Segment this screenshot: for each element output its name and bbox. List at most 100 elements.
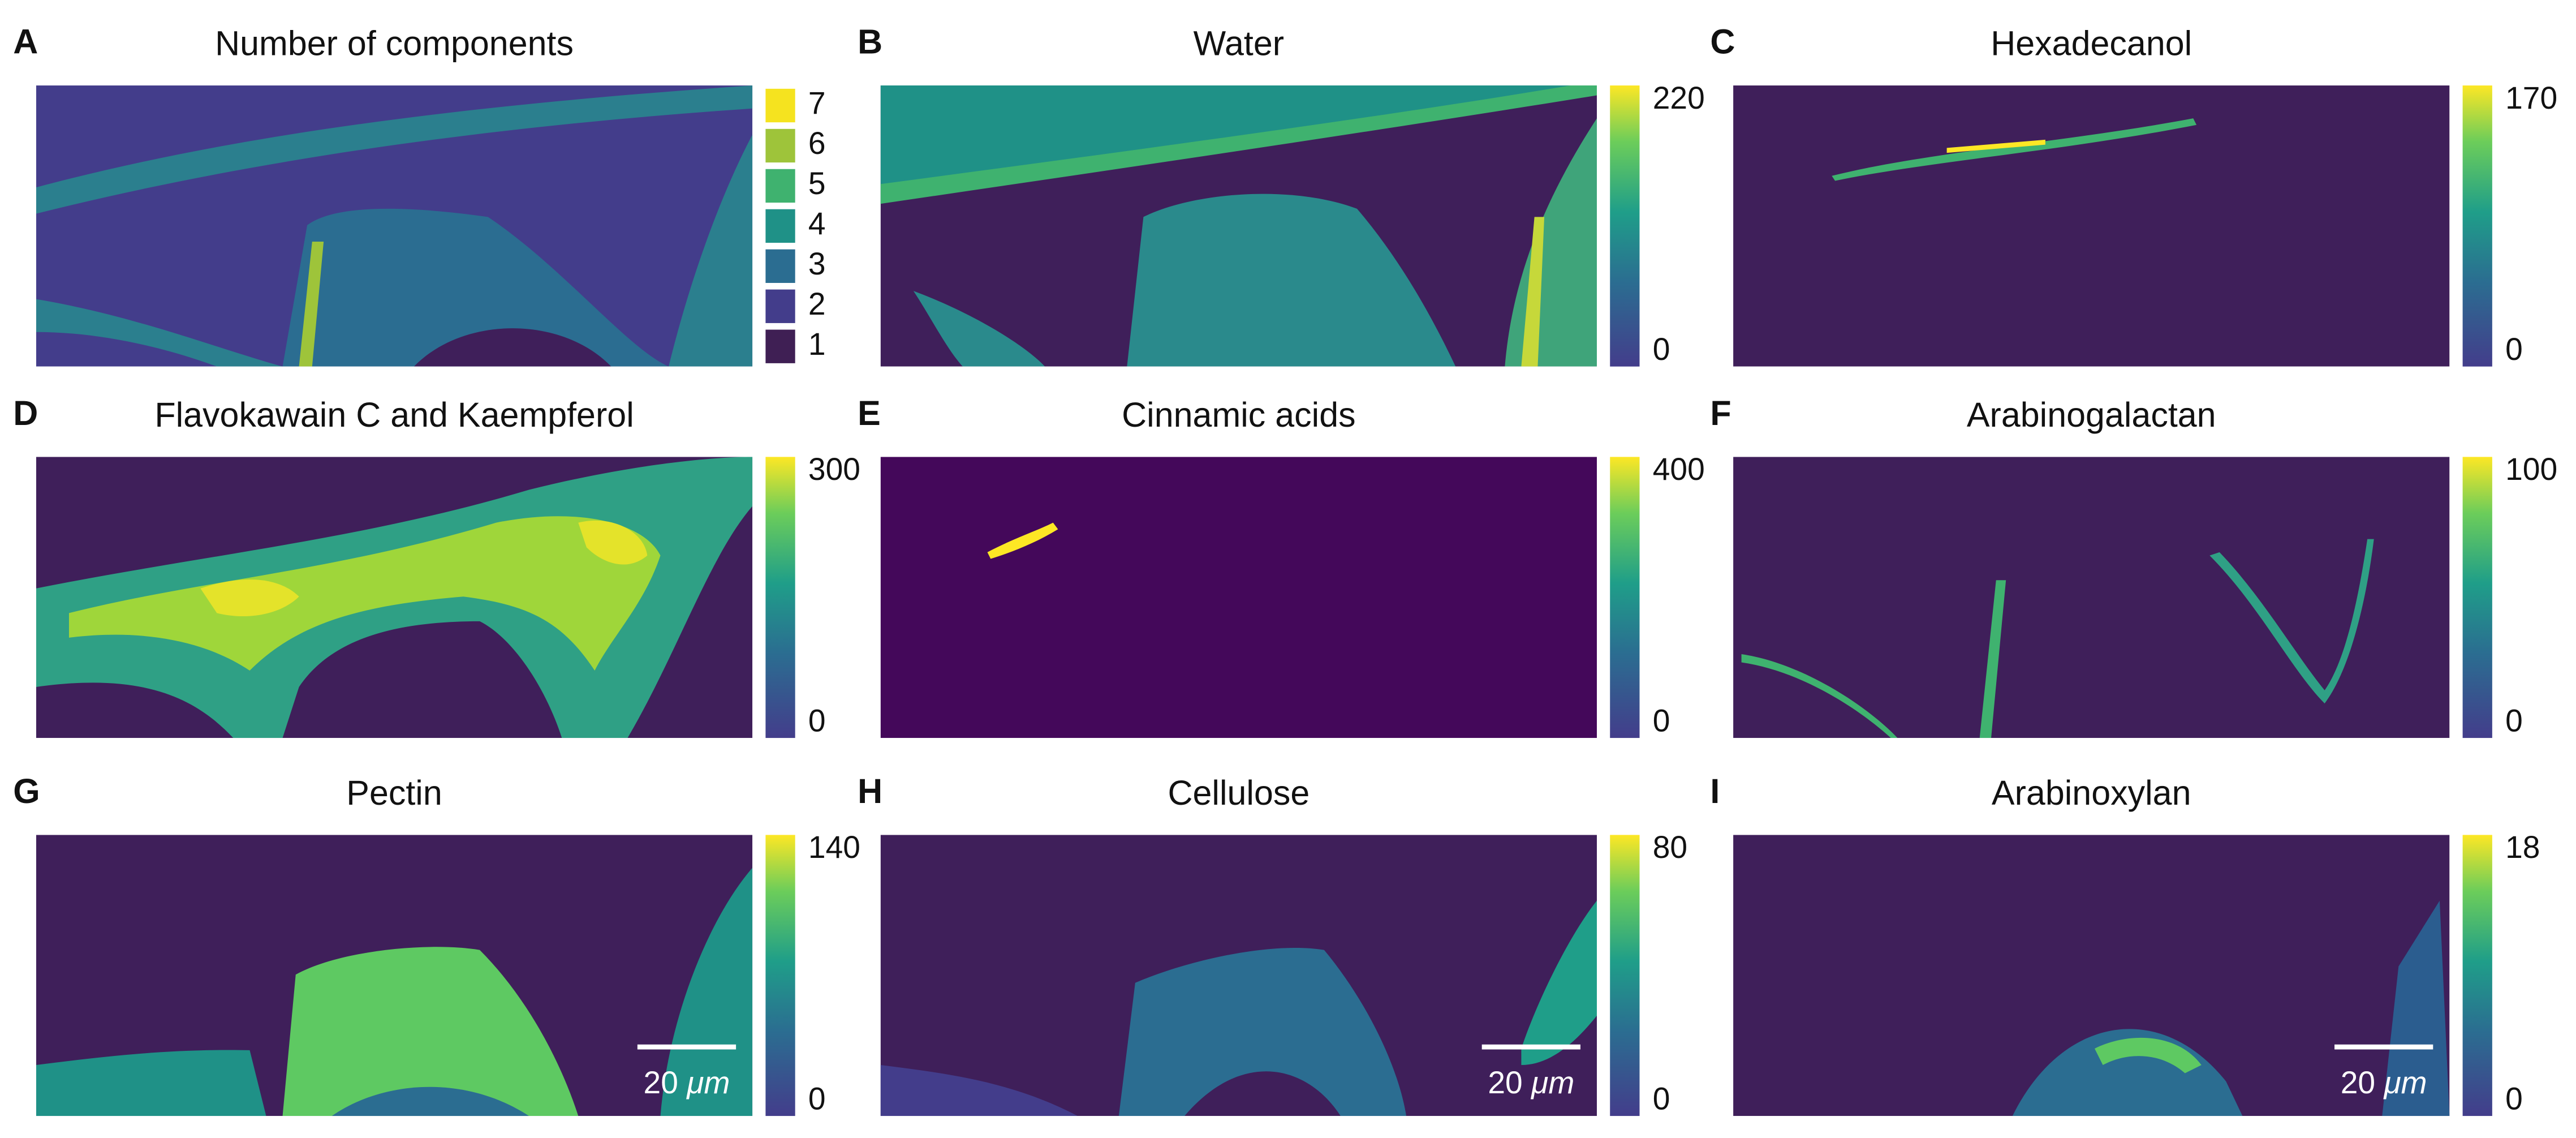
colorbar <box>2462 85 2492 367</box>
colorbar-tick-label: 300 <box>808 452 860 487</box>
panel-letter: C <box>1710 23 1735 61</box>
heatmap-image <box>36 457 753 738</box>
colorbar <box>2462 835 2492 1116</box>
panel-letter: I <box>1710 772 1720 810</box>
heatmap-image <box>1733 457 2450 738</box>
image-region <box>1979 580 2006 738</box>
panel-title: Arabinoxylan <box>1992 774 2191 812</box>
image-region <box>1741 654 1898 738</box>
colorbar-tick-label: 0 <box>1653 332 1670 367</box>
panel-letter: D <box>13 394 38 432</box>
colorbar-tick-label: 0 <box>1653 703 1670 738</box>
panel-title: Water <box>1194 24 1284 62</box>
image-region <box>880 1065 1078 1116</box>
image-region <box>669 135 753 367</box>
colorbar <box>765 457 795 738</box>
legend-label: 6 <box>808 126 826 161</box>
panel: B Water 220 0 <box>858 23 1705 367</box>
legend-swatch <box>765 249 795 283</box>
image-region <box>36 85 753 214</box>
image-region <box>282 947 579 1116</box>
scale-bar-value: 20 <box>2341 1064 2375 1100</box>
heatmap-image <box>880 835 1597 1116</box>
image-region <box>331 1087 529 1116</box>
colorbar-tick-label: 18 <box>2505 830 2540 865</box>
panel: H Cellulose 80 0 20 μm <box>858 772 1687 1116</box>
colorbar-tick-label: 0 <box>808 703 826 738</box>
heatmap-image <box>1733 85 2450 367</box>
colorbar-tick-label: 100 <box>2505 452 2557 487</box>
colorbar-tick-label: 0 <box>2505 1081 2523 1116</box>
colorbar-tick-label: 80 <box>1653 830 1687 865</box>
colorbar-tick-label: 400 <box>1653 452 1705 487</box>
panel-title: Cellulose <box>1168 774 1309 812</box>
image-region <box>299 241 324 367</box>
panel-letter: B <box>858 23 882 61</box>
scale-bar-value: 20 <box>644 1064 678 1100</box>
colorbar <box>765 835 795 1116</box>
panel-title: Cinnamic acids <box>1122 396 1356 434</box>
panel-title: Flavokawain C and Kaempferol <box>154 396 634 434</box>
panel: G Pectin 140 0 20 μm <box>13 772 860 1116</box>
legend-swatch <box>765 88 795 123</box>
heatmap-image <box>880 457 1597 738</box>
colorbar <box>1610 457 1640 738</box>
image-background <box>1733 85 2450 367</box>
panel-title: Hexadecanol <box>1991 24 2192 62</box>
legend-swatch <box>765 289 795 323</box>
heatmap-image <box>36 835 753 1116</box>
colorbar-tick-label: 0 <box>2505 703 2523 738</box>
panel: I Arabinoxylan 18 0 20 μm <box>1710 772 2540 1116</box>
legend-label: 1 <box>808 327 826 362</box>
image-region <box>36 299 283 367</box>
panel: D Flavokawain C and Kaempferol 300 0 <box>13 394 860 738</box>
colorbar-tick-label: 0 <box>1653 1081 1670 1116</box>
colorbar-tick-label: 220 <box>1653 80 1705 115</box>
panel-letter: G <box>13 772 40 810</box>
legend-swatch <box>765 329 795 363</box>
colorbar <box>1610 835 1640 1116</box>
scale-bar-label: 20 μm <box>644 1064 730 1100</box>
image-region <box>578 520 648 565</box>
legend-swatch <box>765 128 795 163</box>
image-region <box>1127 194 1456 367</box>
scale-bar-unit: μm <box>1530 1064 1574 1100</box>
image-background <box>880 457 1597 738</box>
legend-swatch <box>765 209 795 243</box>
panel-letter: F <box>1710 394 1731 432</box>
colorbar-tick-label: 170 <box>2505 80 2557 115</box>
image-region <box>987 522 1058 559</box>
image-region <box>1521 217 1545 367</box>
legend-label: 2 <box>808 286 826 321</box>
panel: E Cinnamic acids 400 0 <box>858 394 1705 738</box>
scale-bar-label: 20 μm <box>1488 1064 1574 1100</box>
panel: A Number of components 7 6 5 4 3 2 1 <box>13 23 826 367</box>
heatmap-image <box>880 85 1597 367</box>
heatmap-image <box>36 85 753 367</box>
image-region <box>200 579 299 617</box>
image-region <box>1118 947 1407 1116</box>
panel-letter: H <box>858 772 882 810</box>
image-region <box>660 868 753 1116</box>
colorbar-tick-label: 0 <box>808 1081 826 1116</box>
scale-bar-unit: μm <box>2383 1064 2427 1100</box>
image-region <box>1521 900 1597 1066</box>
legend-swatch <box>765 169 795 203</box>
legend-label: 5 <box>808 166 826 201</box>
legend-label: 3 <box>808 246 826 281</box>
image-region <box>1946 139 2045 153</box>
image-region <box>1832 118 2197 181</box>
panel-letter: E <box>858 394 881 432</box>
colorbar-tick-label: 140 <box>808 830 860 865</box>
colorbar-tick-label: 0 <box>2505 332 2523 367</box>
panel-title: Pectin <box>346 774 442 812</box>
panel: F Arabinogalactan 100 0 <box>1710 394 2557 738</box>
image-region <box>36 1050 266 1116</box>
image-region <box>2382 900 2450 1116</box>
image-region <box>282 208 669 367</box>
panel: C Hexadecanol 170 0 <box>1710 23 2557 367</box>
image-region <box>68 516 661 671</box>
image-region <box>2095 1037 2202 1073</box>
panel-letter: A <box>13 23 38 61</box>
